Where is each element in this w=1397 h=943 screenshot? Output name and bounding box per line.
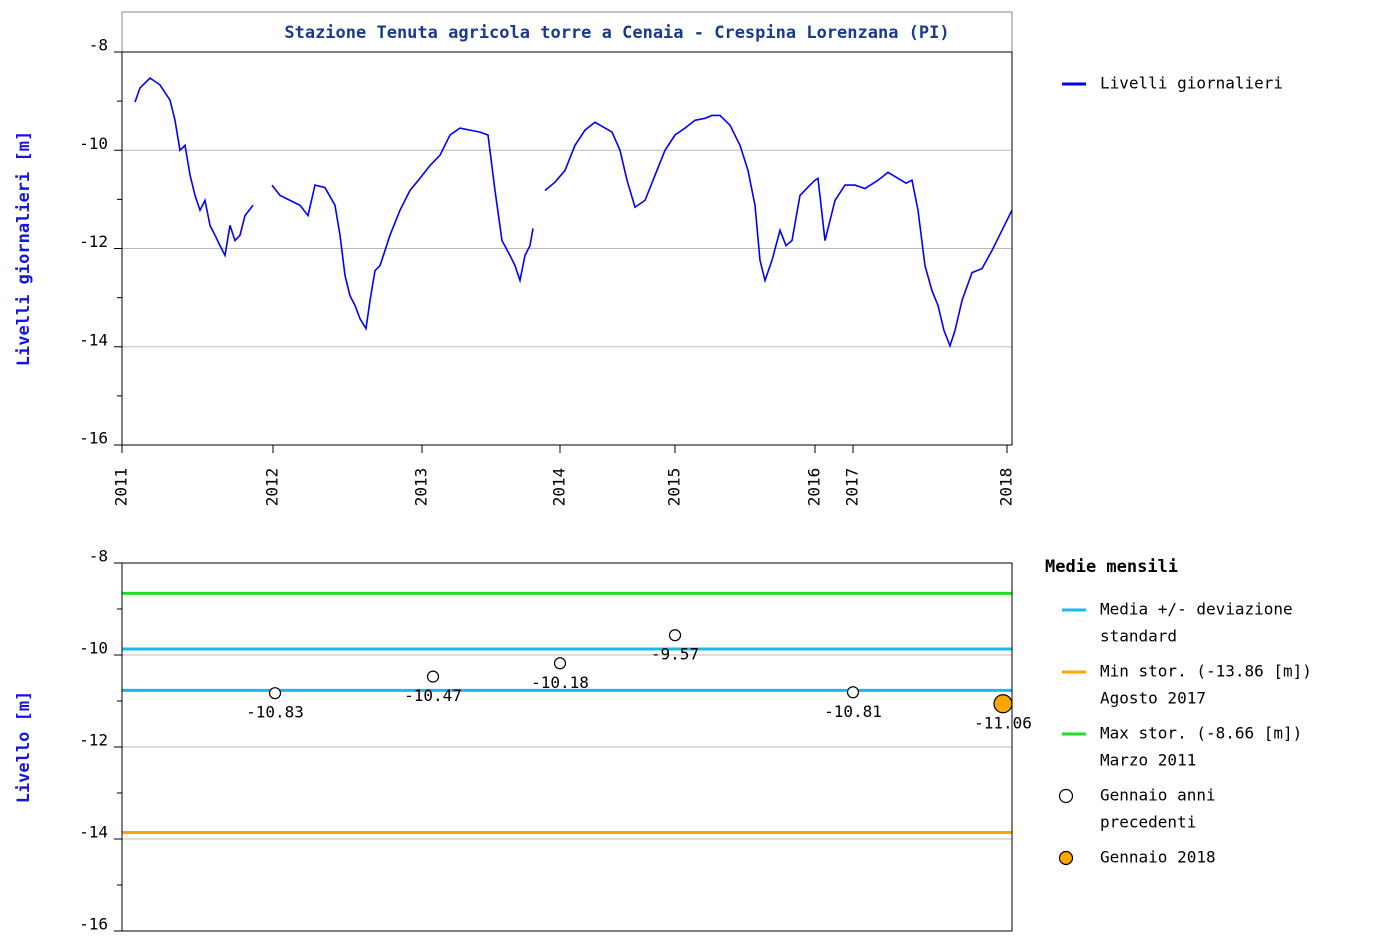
x-tick-label: 2016: [805, 468, 824, 507]
legend-label: Media +/- deviazione: [1100, 600, 1293, 619]
x-tick-label: 2014: [550, 468, 569, 507]
y-tick-label: -14: [79, 330, 108, 349]
x-tick-label: 2018: [997, 468, 1016, 507]
x-tick-label: 2013: [412, 468, 431, 507]
y-tick-label: -16: [79, 915, 108, 934]
data-point: [668, 629, 682, 642]
legend-label: Agosto 2017: [1100, 689, 1206, 708]
y-tick-label: -10: [79, 134, 108, 153]
legend-label: Gennaio anni: [1100, 786, 1216, 805]
legend-title: Medie mensili: [1045, 557, 1178, 577]
plot-frame: [121, 51, 1013, 446]
x-tick-label: 2017: [843, 468, 862, 507]
y-axis-label: Livello [m]: [14, 691, 34, 804]
data-point: [993, 694, 1013, 714]
data-point: [268, 687, 282, 700]
y-tick-label: -14: [79, 823, 108, 842]
y-tick-label: -10: [79, 639, 108, 658]
x-tick-label: 2012: [263, 468, 282, 507]
data-label: -10.18: [531, 673, 589, 692]
data-line: [134, 76, 1013, 349]
y-tick-label: -8: [89, 547, 108, 566]
legend-marker: [1058, 850, 1074, 866]
data-point: [553, 657, 567, 670]
x-tick-label: 2011: [112, 468, 131, 507]
x-tick-label: 2015: [665, 468, 684, 507]
chart-title: Stazione Tenuta agricola torre a Cenaia …: [284, 23, 949, 43]
legend-label: Marzo 2011: [1100, 751, 1196, 770]
y-tick-label: -12: [79, 731, 108, 750]
legend-label: standard: [1100, 627, 1177, 646]
legend-label: Min stor. (-13.86 [m]): [1100, 662, 1312, 681]
plot-frame: [121, 562, 1013, 932]
data-label: -10.83: [246, 703, 304, 722]
y-tick-label: -12: [79, 232, 108, 251]
data-point: [846, 686, 860, 699]
legend-label: Gennaio 2018: [1100, 848, 1216, 867]
legend-marker: [1058, 788, 1074, 804]
y-tick-label: -16: [79, 429, 108, 448]
legend-label: Livelli giornalieri: [1100, 74, 1283, 93]
y-tick-label: -8: [89, 36, 108, 55]
title-box: [121, 11, 1013, 53]
data-point: [426, 670, 440, 683]
legend-label: precedenti: [1100, 813, 1196, 832]
data-label: -11.06: [974, 713, 1032, 732]
y-axis-label: Livelli giornalieri [m]: [14, 131, 34, 366]
data-label: -9.57: [651, 645, 699, 664]
data-label: -10.81: [824, 702, 882, 721]
data-label: -10.47: [404, 686, 462, 705]
legend-label: Max stor. (-8.66 [m]): [1100, 724, 1302, 743]
